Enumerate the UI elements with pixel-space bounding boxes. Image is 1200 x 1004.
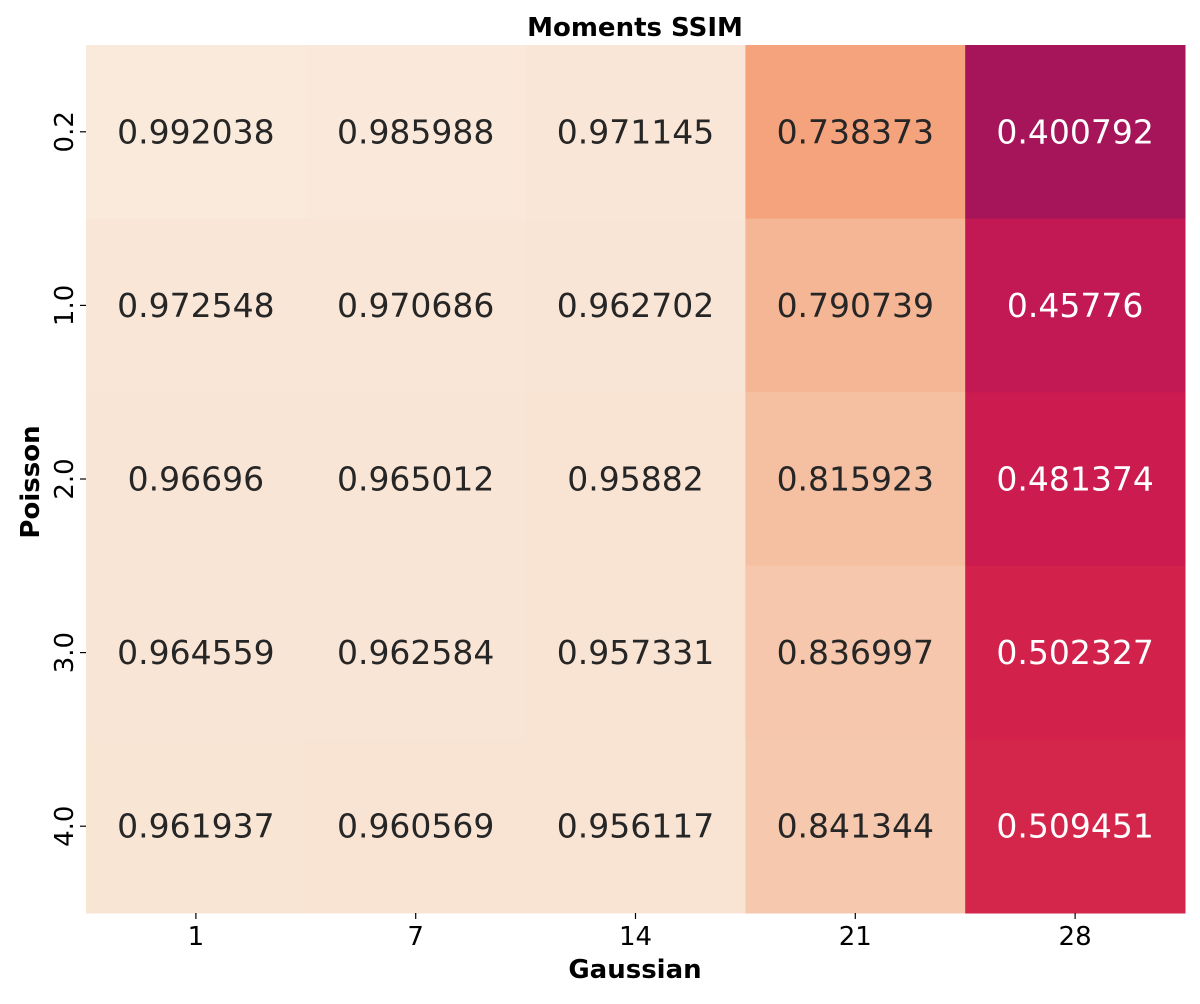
cell-value-label: 0.964559 <box>117 633 274 672</box>
y-axis: 0.2 1.0 2.0 3.0 4.0 <box>50 111 86 847</box>
heatmap-cell <box>305 739 527 914</box>
cell-value-label: 0.790739 <box>777 286 934 325</box>
cell-value-label: 0.962584 <box>337 633 494 672</box>
heatmap-cell <box>745 739 966 914</box>
heatmap-cell <box>965 45 1186 220</box>
cell-value-label: 0.481374 <box>996 460 1153 499</box>
y-tick-label: 3.0 <box>50 632 80 673</box>
cell-value-label: 0.841344 <box>777 807 934 846</box>
cell-value-label: 0.502327 <box>996 633 1153 672</box>
chart-title: Moments SSIM <box>527 13 743 43</box>
heatmap-cell <box>305 218 527 393</box>
y-tick-label: 4.0 <box>50 806 80 847</box>
x-tick-label: 1 <box>188 922 205 952</box>
heatmap-cell <box>965 739 1186 914</box>
cell-value-label: 0.836997 <box>777 633 934 672</box>
heatmap-cell <box>525 45 746 220</box>
cell-value-label: 0.95882 <box>567 460 703 499</box>
y-axis-label: Poisson <box>16 425 46 538</box>
cell-value-label: 0.985988 <box>337 112 494 151</box>
cell-value-label: 0.738373 <box>777 112 934 151</box>
cell-value-label: 0.992038 <box>117 112 274 151</box>
heatmap-cell <box>745 565 966 740</box>
heatmap-cell <box>86 218 307 393</box>
x-axis: 1 7 14 21 28 <box>188 913 1092 952</box>
heatmap-cell <box>525 739 746 914</box>
cell-value-label: 0.957331 <box>557 633 714 672</box>
heatmap-cell <box>745 218 966 393</box>
y-tick-label: 1.0 <box>50 285 80 326</box>
cell-value-label: 0.961937 <box>117 807 274 846</box>
cell-value-label: 0.970686 <box>337 286 494 325</box>
cell-value-label: 0.956117 <box>557 807 714 846</box>
cell-value-label: 0.45776 <box>1007 286 1143 325</box>
heatmap-cell <box>745 392 966 567</box>
cell-value-label: 0.815923 <box>777 460 934 499</box>
heatmap-cell <box>86 565 307 740</box>
heatmap-cell <box>745 45 966 220</box>
x-tick-label: 14 <box>619 922 652 952</box>
cell-value-label: 0.972548 <box>117 286 274 325</box>
heatmap-cell <box>965 218 1186 393</box>
cell-value-label: 0.965012 <box>337 460 494 499</box>
heatmap-cell <box>305 565 527 740</box>
heatmap-cell <box>965 565 1186 740</box>
heatmap-cell <box>525 565 746 740</box>
cell-value-label: 0.96696 <box>128 460 264 499</box>
heatmap-cell <box>965 392 1186 567</box>
cell-value-label: 0.971145 <box>557 112 714 151</box>
cell-value-label: 0.960569 <box>337 807 494 846</box>
cell-value-label: 0.509451 <box>996 807 1153 846</box>
y-tick-label: 0.2 <box>50 111 80 152</box>
y-tick-label: 2.0 <box>50 458 80 499</box>
heatmap-cell <box>86 392 307 567</box>
cell-value-label: 0.400792 <box>996 112 1153 151</box>
cell-labels: 0.992038 0.985988 0.971145 0.738373 0.400792… <box>117 112 1154 845</box>
heatmap-cell <box>525 218 746 393</box>
heatmap-cell <box>525 392 746 567</box>
cell-value-label: 0.962702 <box>557 286 714 325</box>
heatmap-cell <box>305 45 527 220</box>
x-tick-label: 21 <box>839 922 872 952</box>
heatmap-cell <box>305 392 527 567</box>
heatmap-cell <box>86 739 307 914</box>
x-tick-label: 7 <box>407 922 424 952</box>
x-tick-label: 28 <box>1059 922 1092 952</box>
x-axis-label: Gaussian <box>568 955 701 985</box>
heatmap-cells <box>86 45 1186 914</box>
heatmap-cell <box>86 45 307 220</box>
